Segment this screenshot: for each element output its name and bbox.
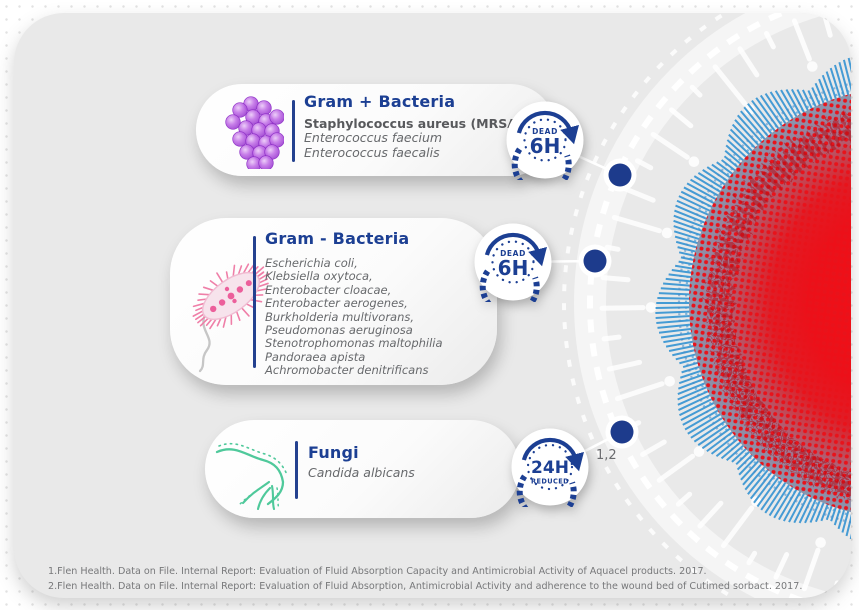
clock-dashed-arc xyxy=(479,269,540,302)
badge-main-label: 24H xyxy=(531,458,569,478)
dark-red-texture-ring xyxy=(702,107,851,499)
badge-main-label: 6H xyxy=(498,256,529,280)
card-fungi: Fungi Candida albicans xyxy=(205,420,520,518)
badge-main-label: 6H xyxy=(530,134,561,158)
clock-dashed-arc xyxy=(516,474,577,507)
clock-dot-ring xyxy=(491,240,535,284)
species-name: Pseudomonas aeruginosa xyxy=(265,323,413,338)
dial-circuit-ticks xyxy=(599,13,840,598)
card-title: Gram - Bacteria xyxy=(265,229,410,248)
timer-badge-dead-6h: DEAD 6H xyxy=(506,101,584,180)
timer-badge-dead-6h: DEAD 6H xyxy=(474,223,552,302)
card-gram-negative: Gram - Bacteria Escherichia coli, Klebsi… xyxy=(170,218,497,385)
species-name: Escherichia coli, xyxy=(265,256,358,270)
species-name: Pandoraea apista xyxy=(265,349,366,364)
badge-top-label: DEAD xyxy=(500,249,526,258)
clock-dot-ring xyxy=(523,118,567,162)
fungus-hyphae-icon xyxy=(215,442,288,510)
species-name: Burkholderia multivorans, xyxy=(265,309,415,324)
dial-outer-dashes xyxy=(562,13,738,598)
ring-connector-dots xyxy=(578,158,639,449)
species-name: Enterobacter aerogenes, xyxy=(265,296,408,311)
reference-marker: 1,2 xyxy=(596,448,617,463)
card-title: Fungi xyxy=(308,443,359,462)
rod-bacterium-icon xyxy=(192,263,270,373)
species-name: Enterobacter cloacae, xyxy=(265,282,392,297)
species-name: Stenotrophomonas maltophilia xyxy=(265,336,443,351)
clock-dot-ring xyxy=(526,443,574,491)
blue-fringe-ring xyxy=(655,57,851,540)
species-name: Staphylococcus aureus (MRSA) xyxy=(304,116,523,131)
species-name: Achromobacter denitrificans xyxy=(265,363,429,378)
red-core-halftone xyxy=(689,93,851,513)
footnote-line: 1.Flen Health. Data on File. Internal Re… xyxy=(48,566,707,577)
footnotes: 1.Flen Health. Data on File. Internal Re… xyxy=(48,564,802,594)
dial-dashed-ring xyxy=(587,13,804,598)
footnote-line: 2.Flen Health. Data on File. Internal Re… xyxy=(48,581,803,592)
species-name: Candida albicans xyxy=(308,465,415,480)
card-title: Gram + Bacteria xyxy=(304,92,456,111)
clock-arrow-arc xyxy=(521,437,584,472)
clock-arrow-arc xyxy=(484,232,547,267)
badge-bottom-label: REDUCED xyxy=(531,478,569,486)
card-divider xyxy=(292,100,295,162)
card-divider xyxy=(253,236,256,368)
badge-top-label: DEAD xyxy=(532,127,558,136)
card-divider xyxy=(295,441,298,499)
card-gram-positive: Gram + Bacteria Staphylococcus aureus (M… xyxy=(196,84,556,176)
timer-badge-24h-reduced: 24H REDUCED xyxy=(511,428,589,507)
species-name: Enterococcus faecium xyxy=(304,130,443,145)
clock-dashed-arc xyxy=(511,147,572,180)
clock-arrow-arc xyxy=(516,110,579,145)
cocci-cluster-icon xyxy=(225,96,284,169)
species-name: Enterococcus faecalis xyxy=(304,144,440,160)
antimicrobial-dial-graphic xyxy=(514,13,851,598)
species-name: Klebsiella oxytoca, xyxy=(265,269,373,284)
